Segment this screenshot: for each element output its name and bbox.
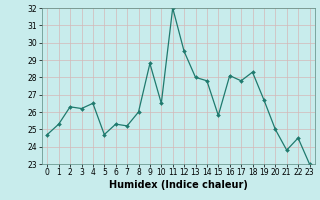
X-axis label: Humidex (Indice chaleur): Humidex (Indice chaleur) [109, 180, 248, 190]
